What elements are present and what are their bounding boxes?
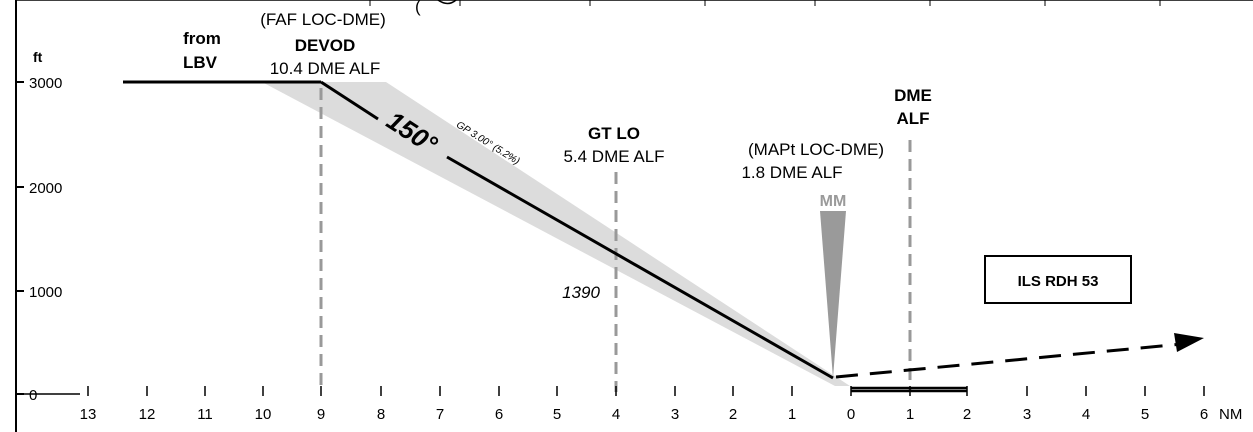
x-tick-label: 12 — [139, 406, 156, 423]
top-border-ticks — [369, 0, 1161, 6]
stepdown-dme-label: 5.4 DME ALF — [563, 147, 664, 166]
initial-fix-name: LBV — [183, 53, 218, 72]
x-tick-label: 11 — [197, 406, 213, 423]
x-tick-label: 1 — [788, 406, 796, 423]
x-tick-label: 2 — [963, 406, 971, 423]
x-tick-label: 7 — [436, 406, 444, 423]
x-tick-label: 9 — [317, 406, 325, 423]
distance-unit-label: NM — [1219, 406, 1242, 423]
altitude-unit-label: ft — [33, 49, 43, 65]
x-tick-label: 6 — [495, 406, 503, 423]
x-tick-labels: 13 12 11 10 9 8 7 6 5 4 3 2 1 0 1 2 3 4 … — [80, 406, 1209, 423]
faf-name-label: DEVOD — [295, 36, 355, 55]
mapt-role-label: (MAPt LOC-DME) — [748, 140, 884, 159]
ils-rdh-label: ILS RDH 53 — [1018, 273, 1099, 290]
top-label-fragment: ( — [415, 0, 421, 16]
x-tick-label: 3 — [1023, 406, 1031, 423]
x-tick-label: 10 — [255, 406, 272, 423]
middle-marker-icon — [820, 211, 846, 378]
missed-approach-arrowhead-icon — [1174, 333, 1204, 352]
x-tick-label: 3 — [671, 406, 679, 423]
y-tick-label: 0 — [29, 387, 37, 404]
dme-station-line2: ALF — [896, 109, 929, 128]
glidepath-upper-segment — [320, 80, 379, 121]
faf-role-label: (FAF LOC-DME) — [260, 10, 386, 29]
x-tick-label: 8 — [377, 406, 385, 423]
x-tick-label: 6 — [1200, 406, 1208, 423]
initial-fix-from: from — [183, 29, 221, 48]
y-tick-label: 3000 — [29, 75, 62, 92]
x-tick-label: 4 — [1082, 406, 1090, 423]
mapt-dme-label: 1.8 DME ALF — [741, 163, 842, 182]
x-tick-label: 5 — [1141, 406, 1149, 423]
x-tick-label: 0 — [847, 406, 855, 423]
top-paren-fragment-arc — [437, 0, 457, 5]
ils-rdh-box — [984, 255, 1132, 304]
x-tick-label: 13 — [80, 406, 97, 423]
stepdown-name-label: GT LO — [588, 124, 640, 143]
y-tick-label: 1000 — [29, 284, 62, 301]
faf-dme-label: 10.4 DME ALF — [270, 59, 381, 78]
glidepath-cone — [262, 82, 850, 386]
x-tick-label: 5 — [553, 406, 561, 423]
missed-approach-path — [835, 342, 1183, 379]
x-axis-ticks — [87, 386, 1205, 396]
x-tick-label: 4 — [612, 406, 620, 423]
y-axis-ticks — [16, 81, 24, 395]
y-tick-label: 2000 — [29, 180, 62, 197]
stepdown-altitude-label: 1390 — [562, 283, 600, 302]
runway-bar — [851, 386, 967, 393]
dme-station-line1: DME — [894, 86, 932, 105]
x-tick-label: 1 — [906, 406, 914, 423]
x-tick-label: 2 — [729, 406, 737, 423]
glidepath-lower-segment — [446, 155, 834, 380]
middle-marker-label: MM — [820, 193, 847, 210]
